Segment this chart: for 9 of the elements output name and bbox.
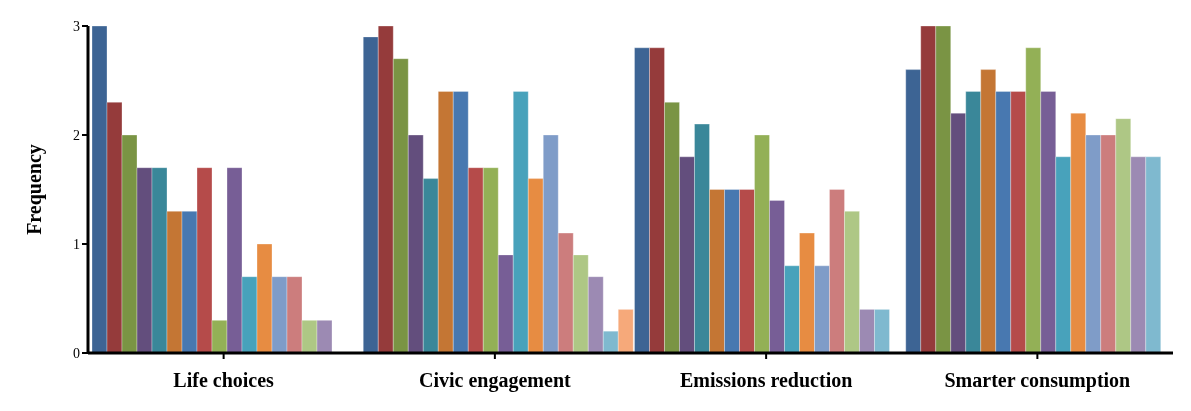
y-tick-label: 3 <box>73 18 80 34</box>
y-tick-label: 0 <box>73 345 80 361</box>
x-tick-label: Smarter consumption <box>944 369 1131 393</box>
y-axis-title: Frequency <box>23 144 47 235</box>
x-tick-label: Emissions reduction <box>679 369 853 392</box>
x-tick-label: Life choices <box>173 369 275 392</box>
x-tick-label: Civic engagement <box>419 369 572 393</box>
y-tick-label: 2 <box>73 127 80 143</box>
y-tick-label: 1 <box>73 236 80 252</box>
